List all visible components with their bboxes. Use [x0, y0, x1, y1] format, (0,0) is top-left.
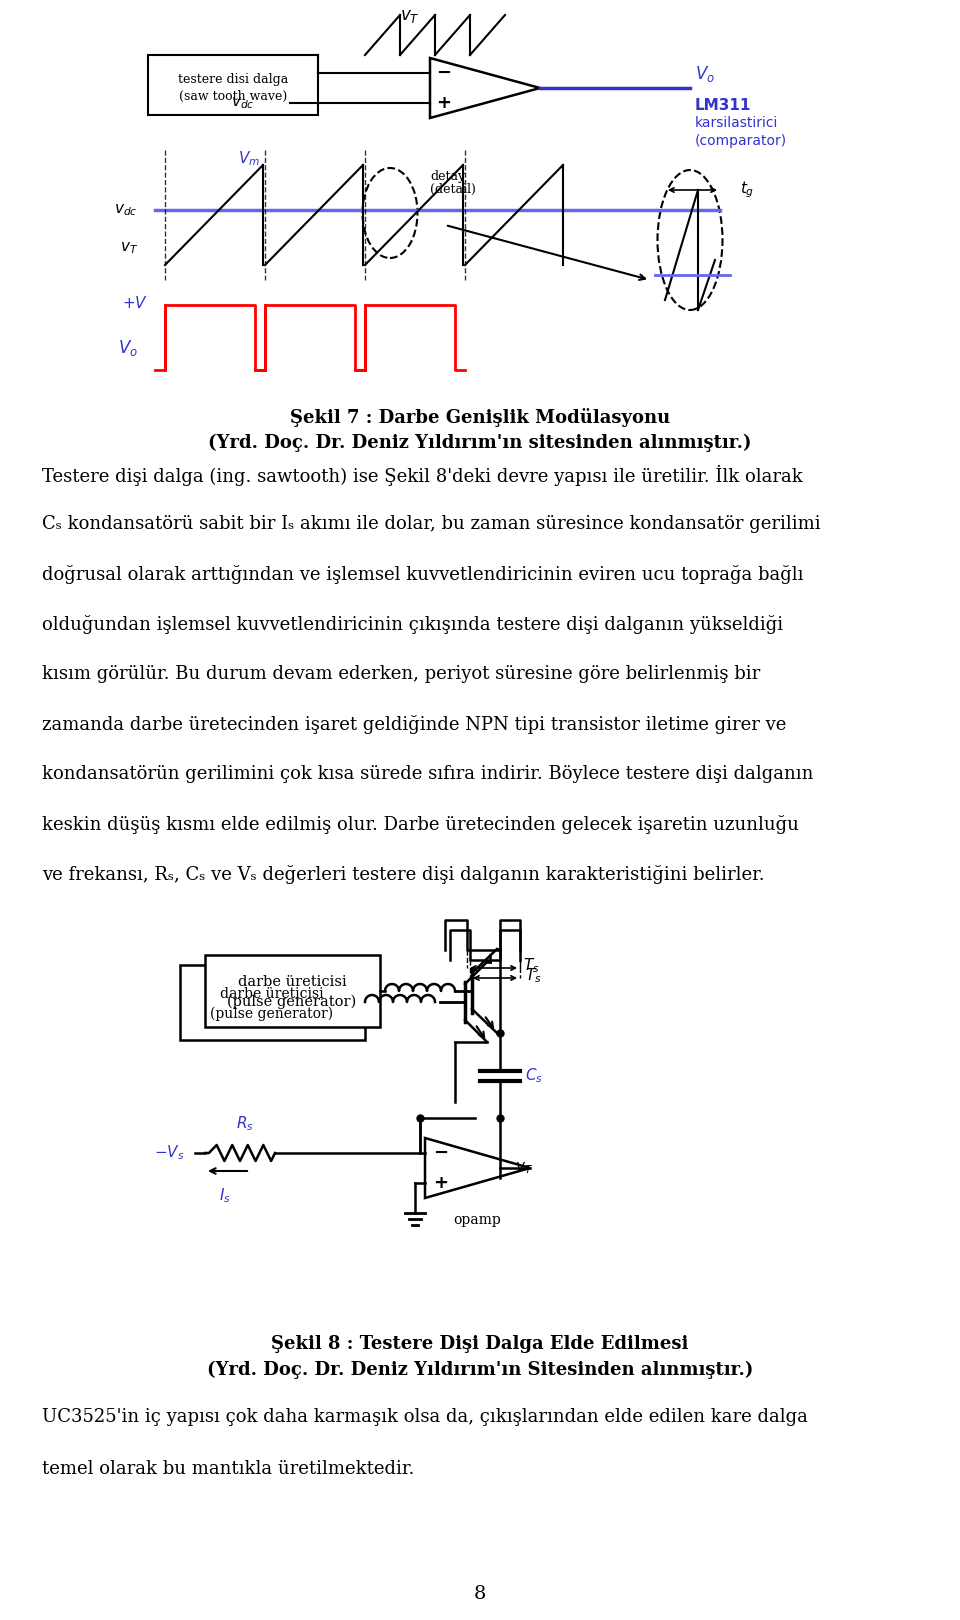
Text: doğrusal olarak arttığından ve işlemsel kuvvetlendiricinin eviren ucu toprağa ba: doğrusal olarak arttığından ve işlemsel …	[42, 565, 804, 583]
Text: keskin düşüş kısmı elde edilmiş olur. Darbe üretecinden gelecek işaretin uzunluğ: keskin düşüş kısmı elde edilmiş olur. Da…	[42, 815, 799, 834]
Text: $v_T$: $v_T$	[120, 240, 138, 256]
Text: UC3525'in iç yapısı çok daha karmaşık olsa da, çıkışlarından elde edilen kare da: UC3525'in iç yapısı çok daha karmaşık ol…	[42, 1408, 808, 1426]
Text: $+V$: $+V$	[122, 295, 148, 311]
Text: ve frekansı, Rₛ, Cₛ ve Vₛ değerleri testere dişi dalganın karakteristiğini belir: ve frekansı, Rₛ, Cₛ ve Vₛ değerleri test…	[42, 865, 764, 885]
Text: darbe üreticisi: darbe üreticisi	[238, 975, 347, 988]
Text: zamanda darbe üretecinden işaret geldiğinde NPN tipi transistor iletime girer ve: zamanda darbe üretecinden işaret geldiği…	[42, 714, 786, 734]
Text: testere disi dalga: testere disi dalga	[178, 73, 288, 86]
Text: Şekil 8 : Testere Dişi Dalga Elde Edilmesi: Şekil 8 : Testere Dişi Dalga Elde Edilme…	[272, 1335, 688, 1353]
Text: 8: 8	[474, 1584, 486, 1604]
FancyBboxPatch shape	[205, 956, 380, 1027]
Text: kondansatörün gerilimini çok kısa sürede sıfıra indirir. Böylece testere dişi da: kondansatörün gerilimini çok kısa sürede…	[42, 765, 813, 782]
Text: +: +	[434, 1174, 448, 1192]
Text: $C_s$: $C_s$	[525, 1066, 543, 1085]
Text: $v_{dc}$: $v_{dc}$	[231, 96, 255, 110]
Text: $v_T$: $v_T$	[515, 1160, 533, 1176]
Text: $T_s$: $T_s$	[525, 967, 541, 985]
FancyBboxPatch shape	[180, 966, 365, 1040]
Text: $-V_s$: $-V_s$	[155, 1144, 185, 1163]
Text: detay: detay	[430, 170, 466, 183]
Text: $V_o$: $V_o$	[695, 65, 715, 84]
Text: $I_s$: $I_s$	[219, 1186, 231, 1205]
Text: $t_g$: $t_g$	[740, 180, 755, 201]
Text: (pulse generator): (pulse generator)	[210, 1008, 333, 1021]
Text: $V_m$: $V_m$	[238, 149, 260, 168]
FancyBboxPatch shape	[148, 55, 318, 115]
Text: −: −	[437, 65, 451, 83]
Text: $V_o$: $V_o$	[118, 339, 138, 358]
Text: −: −	[433, 1144, 448, 1162]
Text: (pulse generator): (pulse generator)	[228, 995, 356, 1009]
Text: Cₛ kondansatörü sabit bir Iₛ akımı ile dolar, bu zaman süresince kondansatör ger: Cₛ kondansatörü sabit bir Iₛ akımı ile d…	[42, 515, 821, 533]
Text: kısım görülür. Bu durum devam ederken, periyot süresine göre belirlenmiş bir: kısım görülür. Bu durum devam ederken, p…	[42, 664, 760, 684]
Text: Şekil 7 : Darbe Genişlik Modülasyonu: Şekil 7 : Darbe Genişlik Modülasyonu	[290, 408, 670, 428]
Text: $v_{dc}$: $v_{dc}$	[114, 202, 138, 217]
Text: $R_s$: $R_s$	[236, 1115, 254, 1132]
Text: olduğundan işlemsel kuvvetlendiricinin çıkışında testere dişi dalganın yükseldiğ: olduğundan işlemsel kuvvetlendiricinin ç…	[42, 616, 783, 633]
Text: darbe üreticisi: darbe üreticisi	[220, 987, 324, 1001]
Text: LM311: LM311	[695, 97, 752, 113]
Text: opamp: opamp	[453, 1213, 501, 1226]
Text: (Yrd. Doç. Dr. Deniz Yıldırım'ın sitesinden alınmıştır.): (Yrd. Doç. Dr. Deniz Yıldırım'ın sitesin…	[208, 434, 752, 452]
Text: (detail): (detail)	[430, 183, 476, 196]
Text: (Yrd. Doç. Dr. Deniz Yıldırım'ın Sitesinden alınmıştır.): (Yrd. Doç. Dr. Deniz Yıldırım'ın Sitesin…	[206, 1361, 754, 1379]
Text: $T_s$: $T_s$	[523, 957, 540, 975]
Text: (saw tooth wave): (saw tooth wave)	[179, 91, 287, 104]
Text: $v_T$: $v_T$	[400, 8, 420, 24]
Text: temel olarak bu mantıkla üretilmektedir.: temel olarak bu mantıkla üretilmektedir.	[42, 1460, 415, 1477]
Text: (comparator): (comparator)	[695, 134, 787, 147]
Text: Testere dişi dalga (ing. sawtooth) ise Şekil 8'deki devre yapısı ile üretilir. İ: Testere dişi dalga (ing. sawtooth) ise Ş…	[42, 465, 803, 486]
Text: +: +	[437, 94, 451, 112]
Text: karsilastirici: karsilastirici	[695, 117, 779, 130]
